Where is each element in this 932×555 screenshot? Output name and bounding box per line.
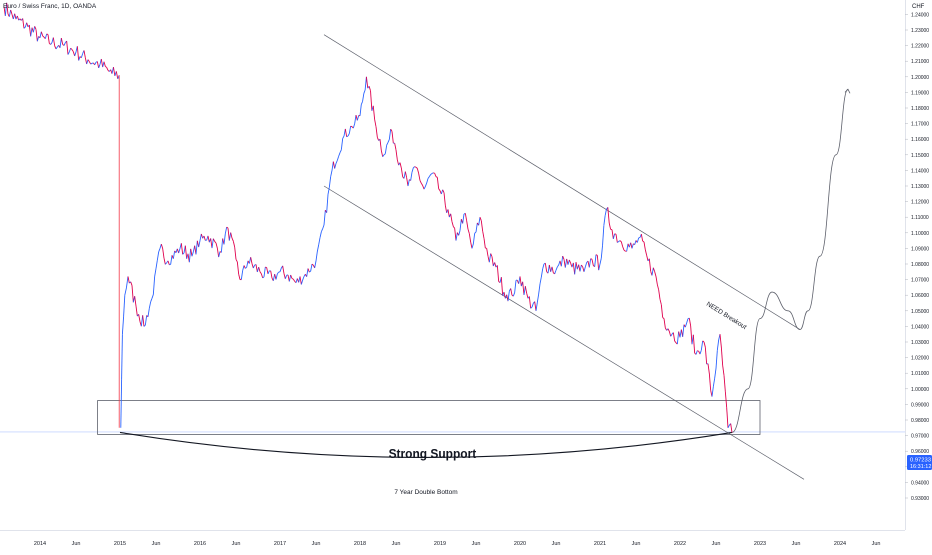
price-segment xyxy=(351,126,352,127)
support-zone-label: Strong Support xyxy=(389,447,477,462)
price-tick-label: 1.08000 xyxy=(911,262,929,268)
price-tick-label: 1.01000 xyxy=(911,371,929,377)
price-segment xyxy=(432,173,433,174)
price-segment xyxy=(436,177,437,178)
price-tick-label: 1.23000 xyxy=(911,28,929,34)
price-segment xyxy=(47,34,48,35)
price-tick-label: 1.16000 xyxy=(911,137,929,143)
price-tick-label: 1.19000 xyxy=(911,90,929,96)
price-tick-label: 1.15000 xyxy=(911,153,929,159)
price-segment xyxy=(292,278,293,279)
time-tick-label: 2017 xyxy=(274,541,286,547)
time-tick-label: Jun xyxy=(72,541,81,547)
price-tick-label: 1.10000 xyxy=(911,231,929,237)
price-segment xyxy=(265,267,266,268)
time-tick-label: 2022 xyxy=(674,541,686,547)
time-tick-label: Jun xyxy=(872,541,881,547)
price-tick-label: 1.06000 xyxy=(911,293,929,299)
time-tick-label: Jun xyxy=(472,541,481,547)
time-tick-label: Jun xyxy=(792,541,801,547)
price-tick-label: 1.14000 xyxy=(911,168,929,174)
price-tick-label: 0.98000 xyxy=(911,418,929,424)
time-tick-label: Jun xyxy=(392,541,401,547)
price-tick-label: 1.24000 xyxy=(911,12,929,18)
time-tick-label: Jun xyxy=(712,541,721,547)
price-tick-label: 1.00000 xyxy=(911,387,929,393)
price-segment xyxy=(415,167,416,168)
time-tick-label: 2024 xyxy=(834,541,846,547)
time-tick-label: 2020 xyxy=(514,541,526,547)
price-tick-label: 1.17000 xyxy=(911,122,929,128)
price-tick-label: 1.03000 xyxy=(911,340,929,346)
price-tick-label: 1.21000 xyxy=(911,59,929,65)
price-tick-label: 1.07000 xyxy=(911,278,929,284)
price-segment xyxy=(591,259,592,260)
price-tick-label: 1.18000 xyxy=(911,106,929,112)
price-tick-label: 0.93000 xyxy=(911,496,929,502)
price-tick-label: 0.96000 xyxy=(911,449,929,455)
time-tick-label: Jun xyxy=(312,541,321,547)
price-tick-label: 0.97000 xyxy=(911,434,929,440)
last-price-countdown: 16:31:12 xyxy=(910,464,931,470)
time-tick-label: Jun xyxy=(232,541,241,547)
time-tick-label: 2014 xyxy=(34,541,46,547)
time-tick-label: Jun xyxy=(632,541,641,547)
currency-label: CHF xyxy=(912,4,924,10)
time-tick-label: Jun xyxy=(152,541,161,547)
price-tick-label: 1.11000 xyxy=(911,215,929,221)
time-tick-label: 2015 xyxy=(114,541,126,547)
price-tick-label: 1.09000 xyxy=(911,246,929,252)
last-price-value: 0.97233 xyxy=(910,458,931,464)
time-tick-label: 2021 xyxy=(594,541,606,547)
time-tick-label: 2016 xyxy=(194,541,206,547)
price-tick-label: 1.05000 xyxy=(911,309,929,315)
price-tick-label: 1.02000 xyxy=(911,356,929,362)
price-tick-label: 0.94000 xyxy=(911,480,929,486)
price-tick-label: 1.12000 xyxy=(911,200,929,206)
price-segment xyxy=(697,351,698,352)
time-tick-label: Jun xyxy=(552,541,561,547)
price-segment xyxy=(596,255,597,256)
price-tick-label: 1.13000 xyxy=(911,184,929,190)
price-tick-label: 1.22000 xyxy=(911,44,929,50)
time-tick-label: 2019 xyxy=(434,541,446,547)
last-price-badge: 0.97233 16:31:12 xyxy=(907,455,932,470)
price-tick-label: 0.99000 xyxy=(911,402,929,408)
double-bottom-label: 7 Year Double Bottom xyxy=(394,489,457,496)
time-tick-label: 2023 xyxy=(754,541,766,547)
time-tick-label: 2018 xyxy=(354,541,366,547)
symbol-title[interactable]: Euro / Swiss Franc, 1D, OANDA xyxy=(3,3,96,10)
price-tick-label: 1.20000 xyxy=(911,75,929,81)
price-tick-label: 1.04000 xyxy=(911,324,929,330)
